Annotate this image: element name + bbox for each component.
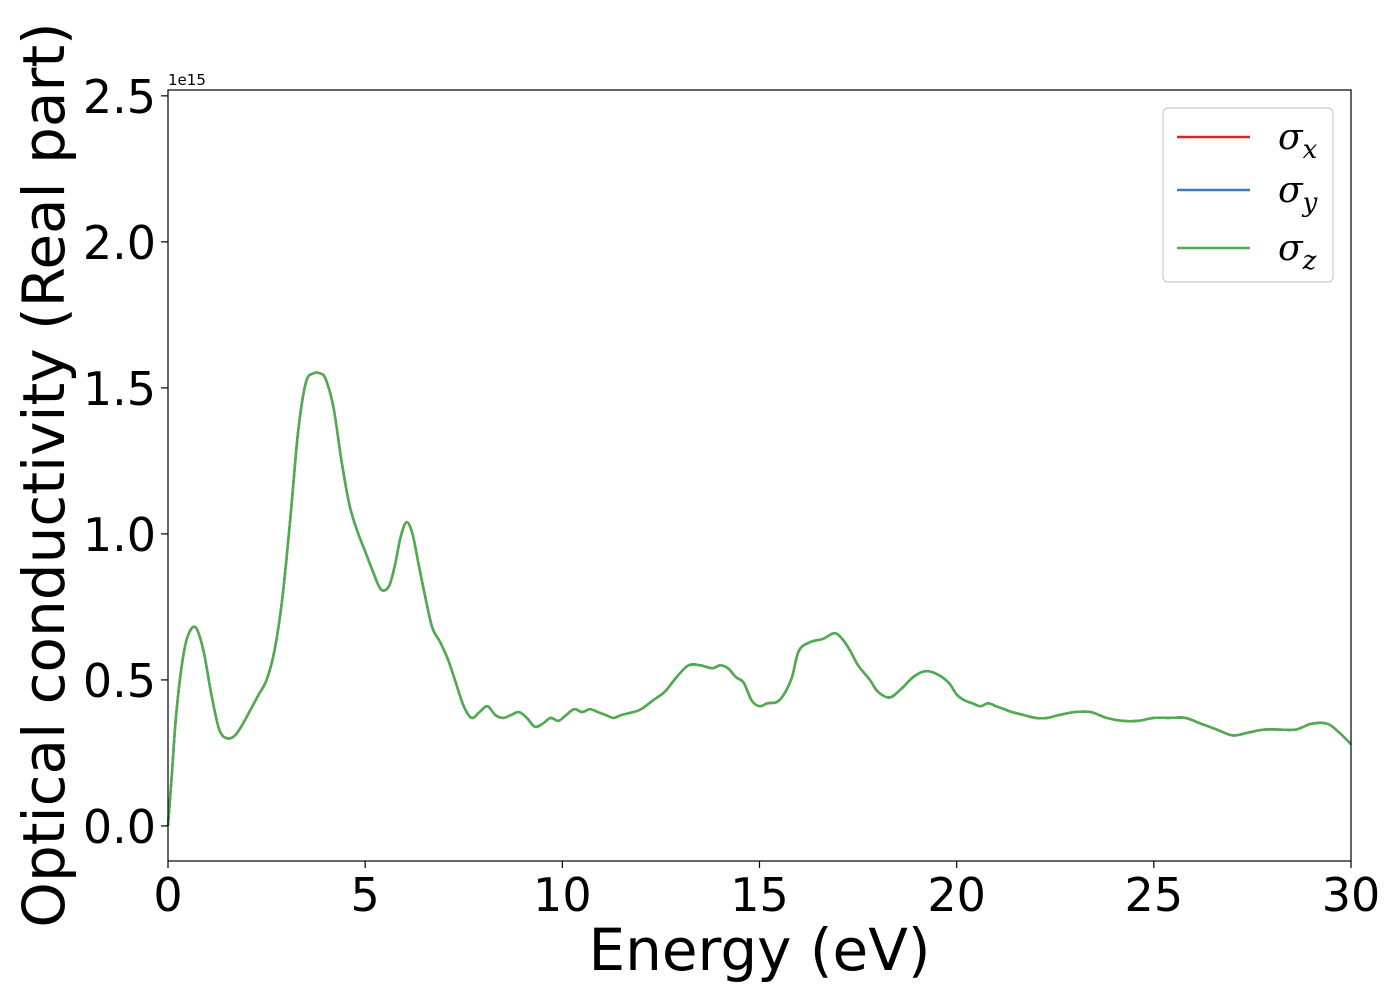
- x-tick-label: 30: [1322, 868, 1381, 922]
- legend-label-z: σz: [1278, 228, 1317, 276]
- x-axis-label: Energy (eV): [588, 916, 930, 984]
- legend-frame: [1162, 107, 1334, 283]
- legend-label-y: σy: [1278, 170, 1318, 218]
- x-tick-label: 25: [1125, 868, 1184, 922]
- x-axis-ticks: 0 5 10 15 20 25 30: [153, 861, 1380, 922]
- y-tick-label: 1.0: [83, 508, 156, 562]
- y-axis-ticks: 0.0 0.5 1.0 1.5 2.0 2.5: [83, 70, 168, 854]
- legend-label-x: σx: [1278, 117, 1318, 165]
- y-tick-label: 2.5: [83, 70, 156, 124]
- legend: σx σy σz: [1162, 107, 1334, 283]
- x-tick-label: 5: [351, 868, 380, 922]
- y-offset-text: 1e15: [168, 71, 206, 89]
- y-tick-label: 0.5: [83, 654, 156, 708]
- series-line-z: [166, 371, 1352, 827]
- y-tick-label: 0.0: [83, 800, 156, 854]
- legend-entries: σx σy σz: [1177, 117, 1318, 276]
- y-axis-label: Optical conductivity (Real part): [10, 22, 78, 927]
- x-tick-label: 10: [533, 868, 592, 922]
- x-tick-label: 0: [153, 868, 182, 922]
- y-tick-label: 2.0: [83, 216, 156, 270]
- plot-area: [166, 89, 1352, 862]
- series-group: [166, 371, 1352, 827]
- y-tick-label: 1.5: [83, 362, 156, 416]
- x-tick-label: 20: [927, 868, 986, 922]
- x-tick-label: 15: [730, 868, 789, 922]
